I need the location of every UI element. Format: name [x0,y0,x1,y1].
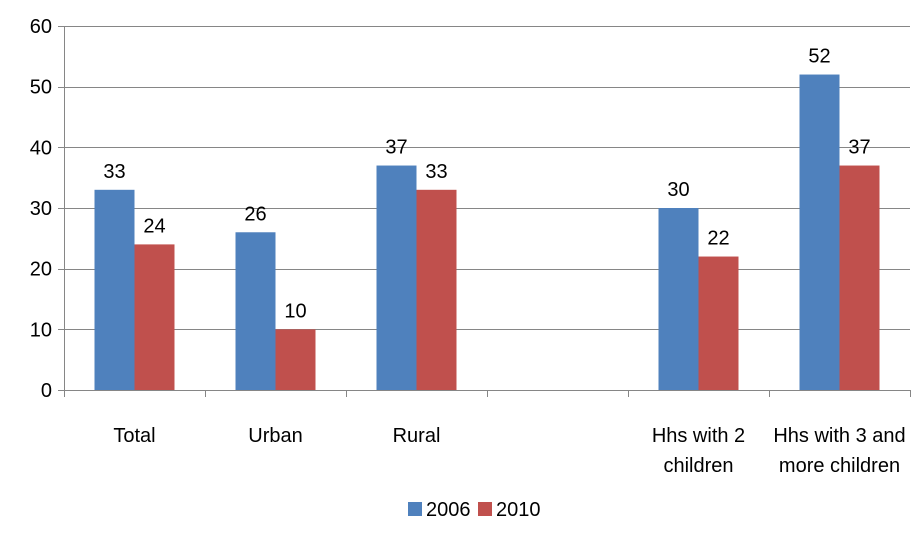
x-category-label: Hhs with 3 and [773,425,905,447]
y-tick-label: 10 [30,319,52,341]
data-label: 37 [848,137,870,159]
data-label: 37 [385,137,407,159]
bar-2006-0 [94,189,135,390]
legend-swatch-2010 [478,502,492,516]
bar-2010-1 [275,329,316,390]
data-label: 33 [103,161,125,183]
data-label: 33 [425,161,447,183]
bar-2010-0 [134,244,175,390]
bar-2010-2 [416,189,457,390]
data-label: 26 [244,203,266,225]
y-tick-label: 40 [30,137,52,159]
y-tick-label: 50 [30,77,52,99]
x-category-label: children [663,455,733,477]
bar-2010-5 [839,165,880,390]
legend-label-2006: 2006 [426,499,471,521]
y-tick-label: 0 [41,380,52,402]
bars [94,74,880,391]
data-label: 30 [667,179,689,201]
bar-2006-4 [658,208,699,390]
y-tick-label: 30 [30,198,52,220]
bar-2006-2 [376,165,417,390]
gridlines [64,26,910,330]
bar-2006-5 [799,74,840,391]
y-tick-label: 60 [30,16,52,38]
bar-2006-1 [235,232,276,390]
labels: 0 10 20 30 40 50 60 33 24 Total 26 10 Urban 37 33 Rural… [30,16,906,477]
legend: 2006 2010 [408,499,541,521]
bar-2010-4 [698,256,739,390]
data-label: 10 [284,300,306,322]
x-category-label: Hhs with 2 [652,425,745,447]
x-category-label: Urban [248,425,302,447]
x-category-label: Rural [393,425,441,447]
y-tick-label: 20 [30,259,52,281]
legend-swatch-2006 [408,502,422,516]
axes [58,26,911,397]
data-label: 24 [143,215,165,237]
x-category-label: Total [113,425,155,447]
data-label: 52 [808,46,830,68]
legend-label-2010: 2010 [496,499,541,521]
data-label: 22 [707,228,729,250]
x-category-label: more children [779,455,900,477]
